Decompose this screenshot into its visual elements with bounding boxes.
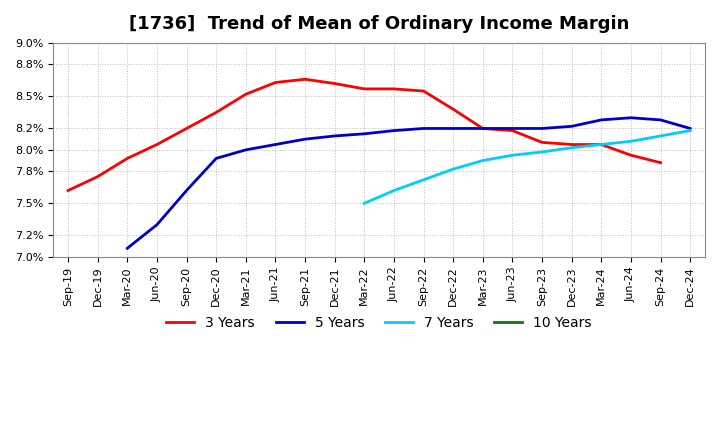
- Line: 5 Years: 5 Years: [127, 118, 690, 248]
- 7 Years: [626, 139, 635, 144]
- 3 Years: [626, 153, 635, 158]
- 3 Years: [212, 110, 220, 115]
- 7 Years: [567, 145, 576, 150]
- 7 Years: [656, 133, 665, 139]
- 3 Years: [449, 106, 457, 112]
- 5 Years: [123, 246, 132, 251]
- 7 Years: [686, 128, 695, 133]
- 3 Years: [479, 126, 487, 131]
- 7 Years: [360, 201, 369, 206]
- 3 Years: [419, 88, 428, 94]
- 5 Years: [508, 126, 517, 131]
- 5 Years: [182, 188, 191, 193]
- 3 Years: [271, 80, 280, 85]
- 3 Years: [63, 188, 72, 193]
- 3 Years: [330, 81, 339, 86]
- 5 Years: [390, 128, 398, 133]
- 3 Years: [182, 126, 191, 131]
- 7 Years: [538, 149, 546, 154]
- 5 Years: [241, 147, 250, 153]
- 3 Years: [656, 160, 665, 165]
- 3 Years: [508, 128, 517, 133]
- 3 Years: [123, 156, 132, 161]
- 7 Years: [419, 177, 428, 183]
- 5 Years: [479, 126, 487, 131]
- 5 Years: [212, 156, 220, 161]
- 5 Years: [686, 126, 695, 131]
- 3 Years: [567, 142, 576, 147]
- 5 Years: [597, 117, 606, 123]
- Title: [1736]  Trend of Mean of Ordinary Income Margin: [1736] Trend of Mean of Ordinary Income …: [129, 15, 629, 33]
- 3 Years: [538, 140, 546, 145]
- 7 Years: [508, 153, 517, 158]
- 7 Years: [449, 166, 457, 172]
- 5 Years: [271, 142, 280, 147]
- 3 Years: [94, 174, 102, 179]
- 3 Years: [360, 86, 369, 92]
- 3 Years: [241, 92, 250, 97]
- 3 Years: [597, 142, 606, 147]
- 5 Years: [626, 115, 635, 121]
- 5 Years: [567, 124, 576, 129]
- 5 Years: [153, 222, 161, 227]
- 3 Years: [153, 142, 161, 147]
- 7 Years: [597, 142, 606, 147]
- 7 Years: [479, 158, 487, 163]
- Legend: 3 Years, 5 Years, 7 Years, 10 Years: 3 Years, 5 Years, 7 Years, 10 Years: [161, 310, 598, 335]
- Line: 7 Years: 7 Years: [364, 131, 690, 203]
- 5 Years: [449, 126, 457, 131]
- Line: 3 Years: 3 Years: [68, 79, 660, 191]
- 3 Years: [390, 86, 398, 92]
- 5 Years: [301, 136, 310, 142]
- 7 Years: [390, 188, 398, 193]
- 5 Years: [330, 133, 339, 139]
- 5 Years: [360, 131, 369, 136]
- 5 Years: [419, 126, 428, 131]
- 5 Years: [538, 126, 546, 131]
- 5 Years: [656, 117, 665, 123]
- 3 Years: [301, 77, 310, 82]
